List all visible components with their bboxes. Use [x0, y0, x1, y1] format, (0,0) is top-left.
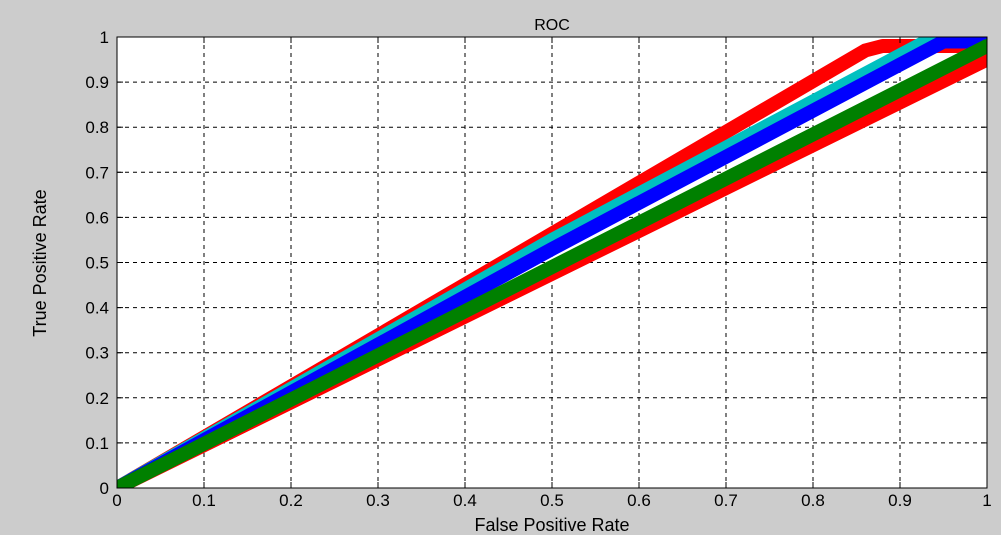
x-tick-label: 0.5	[540, 491, 564, 510]
y-tick-label: 0.6	[85, 208, 109, 227]
y-tick-label: 0.1	[85, 434, 109, 453]
x-tick-label: 0.4	[453, 491, 477, 510]
x-tick-label: 0	[112, 491, 121, 510]
series-line-3	[117, 37, 987, 488]
y-tick-label: 0.2	[85, 389, 109, 408]
x-tick-label: 1	[982, 491, 991, 510]
ticks: 0 0.1 0.2 0.3 0.4 0.5 0.6 0.7 0.8 0.9 1 0 0.1 0.2 0.3 0…	[85, 28, 991, 510]
x-tick-label: 0.1	[192, 491, 216, 510]
y-tick-label: 0.9	[85, 73, 109, 92]
y-tick-label: 0.3	[85, 344, 109, 363]
y-axis-label: True Positive Rate	[30, 189, 50, 336]
series-layer	[117, 37, 987, 488]
series-line-4	[117, 39, 987, 488]
y-tick-label: 1	[100, 28, 109, 47]
y-tick-label: 0	[100, 479, 109, 498]
y-tick-label: 0.8	[85, 118, 109, 137]
x-tick-label: 0.2	[279, 491, 303, 510]
y-tick-label: 0.7	[85, 163, 109, 182]
x-axis-label: False Positive Rate	[474, 515, 629, 535]
x-tick-label: 0.3	[366, 491, 390, 510]
x-tick-label: 0.6	[627, 491, 651, 510]
y-tick-label: 0.4	[85, 299, 109, 318]
chart-title: ROC	[534, 17, 570, 34]
x-tick-label: 0.7	[714, 491, 738, 510]
x-tick-label: 0.9	[888, 491, 912, 510]
x-tick-label: 0.8	[801, 491, 825, 510]
y-tick-label: 0.5	[85, 254, 109, 273]
